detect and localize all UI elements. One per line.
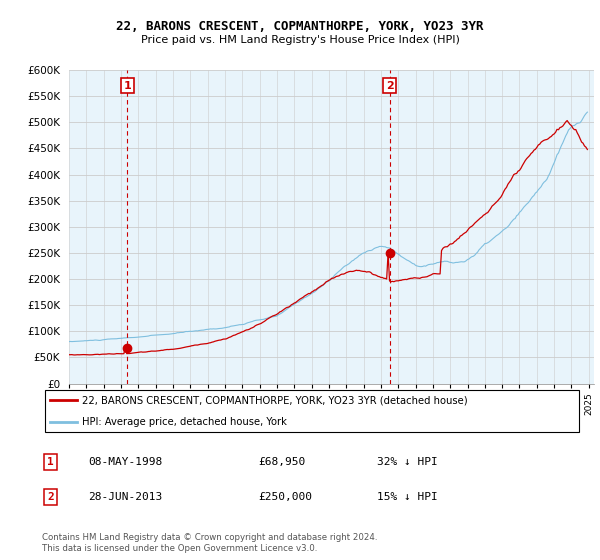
Text: 1: 1 [47, 457, 54, 466]
Text: 1: 1 [124, 81, 131, 91]
FancyBboxPatch shape [45, 390, 580, 432]
Text: 22, BARONS CRESCENT, COPMANTHORPE, YORK, YO23 3YR (detached house): 22, BARONS CRESCENT, COPMANTHORPE, YORK,… [83, 395, 468, 405]
Text: 15% ↓ HPI: 15% ↓ HPI [377, 492, 437, 502]
Text: 08-MAY-1998: 08-MAY-1998 [88, 457, 162, 466]
Text: 32% ↓ HPI: 32% ↓ HPI [377, 457, 437, 466]
Text: Price paid vs. HM Land Registry's House Price Index (HPI): Price paid vs. HM Land Registry's House … [140, 35, 460, 45]
Text: HPI: Average price, detached house, York: HPI: Average price, detached house, York [83, 417, 287, 427]
Text: £250,000: £250,000 [258, 492, 312, 502]
Text: 2: 2 [386, 81, 394, 91]
Text: 2: 2 [47, 492, 54, 502]
Text: 22, BARONS CRESCENT, COPMANTHORPE, YORK, YO23 3YR: 22, BARONS CRESCENT, COPMANTHORPE, YORK,… [116, 20, 484, 32]
Text: £68,950: £68,950 [258, 457, 305, 466]
Text: Contains HM Land Registry data © Crown copyright and database right 2024.
This d: Contains HM Land Registry data © Crown c… [42, 533, 377, 553]
Text: 28-JUN-2013: 28-JUN-2013 [88, 492, 162, 502]
